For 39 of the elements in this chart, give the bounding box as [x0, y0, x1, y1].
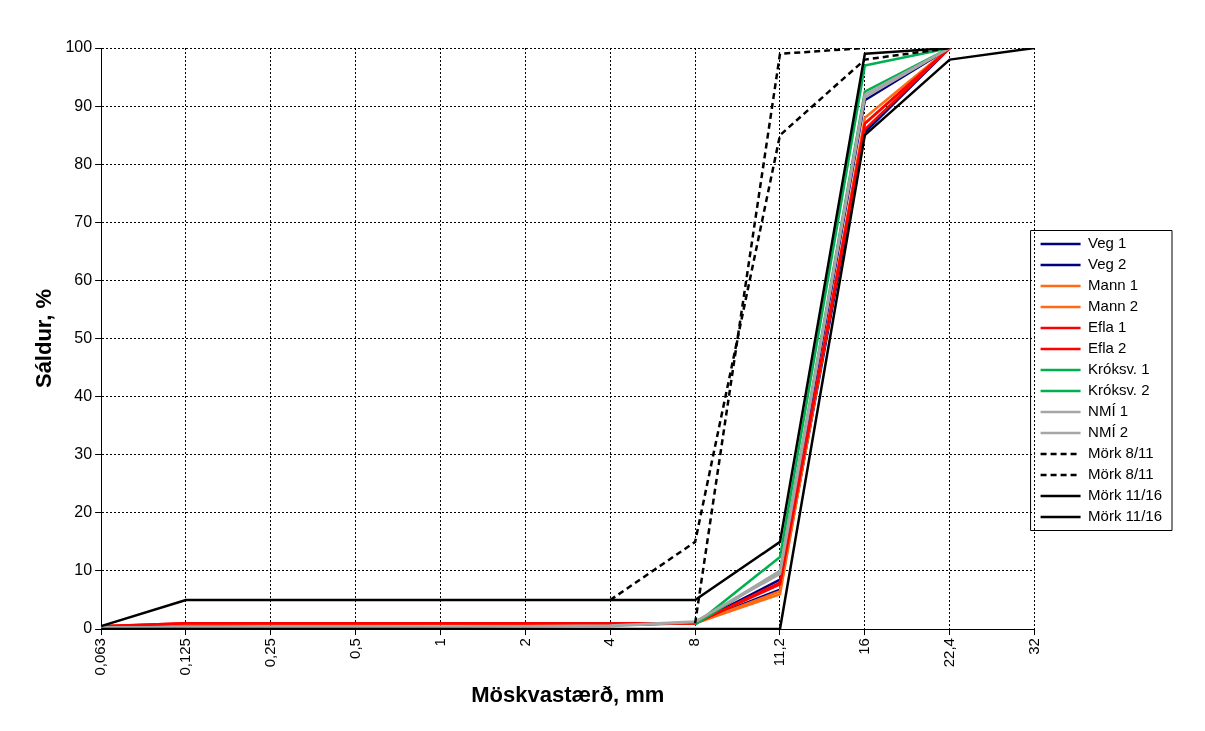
legend-label: Efla 2 — [1088, 339, 1127, 357]
x-axis-title: Möskvastærð, mm — [471, 681, 665, 707]
y-tick-label: 70 — [74, 212, 93, 230]
y-tick-label: 40 — [74, 387, 93, 405]
y-tick-label: 10 — [74, 561, 93, 579]
x-tick-label: 0,125 — [176, 638, 194, 676]
legend-label: Mann 2 — [1088, 297, 1139, 315]
y-tick-label: 20 — [74, 503, 93, 521]
x-tick-label: 0,25 — [260, 638, 278, 668]
x-tick-label: 0,063 — [91, 638, 109, 676]
legend-label: Mörk 8/11 — [1088, 444, 1154, 462]
y-tick-label: 60 — [74, 270, 93, 288]
y-tick-label: 100 — [65, 38, 93, 56]
x-tick-label: 32 — [1024, 638, 1042, 655]
x-tick-label: 22,4 — [939, 638, 957, 668]
y-tick-label: 50 — [74, 328, 93, 346]
x-tick-label: 2 — [515, 638, 533, 647]
y-axis-title: Sáldur, % — [31, 289, 57, 389]
legend-label: Mörk 11/16 — [1088, 507, 1163, 525]
legend-label: Efla 1 — [1088, 318, 1127, 336]
x-tick-label: 8 — [685, 638, 703, 647]
y-tick-label: 90 — [74, 96, 93, 114]
legend-label: Veg 1 — [1088, 234, 1127, 252]
x-tick-label: 0,5 — [345, 638, 363, 659]
legend-label: Króksv. 1 — [1088, 360, 1150, 378]
y-tick-label: 80 — [74, 154, 93, 172]
x-tick-label: 16 — [854, 638, 872, 655]
x-tick-label: 4 — [600, 638, 618, 647]
legend-label: Mörk 11/16 — [1088, 486, 1163, 504]
legend-label: NMÍ 1 — [1088, 402, 1129, 420]
y-tick-label: 30 — [74, 445, 93, 463]
y-tick-label: 0 — [83, 619, 93, 637]
legend-label: Mann 1 — [1088, 276, 1139, 294]
legend-label: Króksv. 2 — [1088, 381, 1150, 399]
legend-label: NMÍ 2 — [1088, 423, 1129, 441]
x-tick-label: 1 — [430, 638, 448, 647]
legend-label: Mörk 8/11 — [1088, 465, 1154, 483]
legend-label: Veg 2 — [1088, 255, 1127, 273]
x-tick-label: 11,2 — [770, 638, 788, 667]
